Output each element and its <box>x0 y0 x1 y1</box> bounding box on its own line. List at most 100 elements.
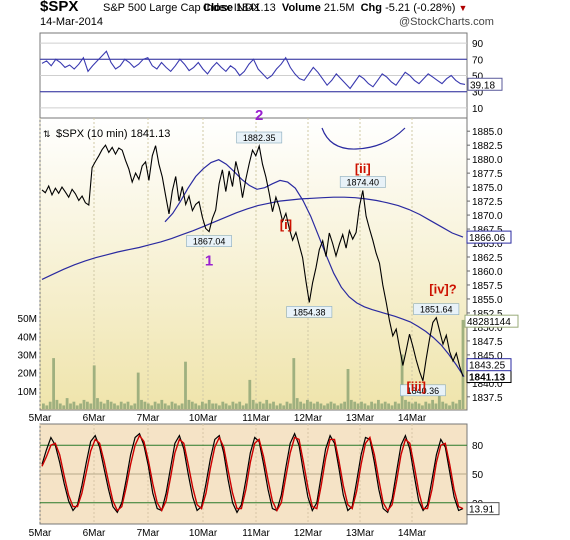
volume-bar <box>316 401 319 409</box>
volume-bar <box>150 405 154 409</box>
price-tick-label: 1865.0 <box>472 239 503 250</box>
volume-bar <box>211 403 214 409</box>
rsi-tick-label: 70 <box>472 55 484 66</box>
volume-bar <box>322 405 326 409</box>
volume-bar <box>224 403 228 409</box>
volume-bar <box>339 403 343 409</box>
wave-label: [iv]? <box>429 281 457 296</box>
volume-bar <box>89 403 93 409</box>
volume-bar <box>312 403 316 409</box>
volume-bar <box>437 387 441 409</box>
symbol: $SPX <box>40 0 79 15</box>
volume-bar <box>278 403 282 409</box>
volume-tick-label: 50M <box>18 314 37 325</box>
volume-bar <box>444 403 448 409</box>
volume-bar <box>140 399 143 409</box>
price-panel-title: $SPX (10 min) 1841.13 <box>56 128 170 140</box>
volume-bar <box>119 401 123 409</box>
volume-bar <box>102 403 106 409</box>
volume-bar <box>170 401 174 409</box>
volume-bar <box>377 399 380 409</box>
security-name: S&P 500 Large Cap Index INDX <box>103 2 260 14</box>
price-tick-label: 1877.5 <box>472 169 503 180</box>
volume-bar <box>75 405 79 409</box>
wave-label: 2 <box>255 107 263 124</box>
rsi-tick-label: 30 <box>472 88 484 99</box>
price-annotation-box <box>286 306 333 318</box>
price-tick-label: 1840.0 <box>472 379 503 390</box>
volume-bar <box>393 401 397 409</box>
volume-bar <box>285 401 289 409</box>
volume-bar <box>69 403 72 409</box>
ma-fast-line <box>164 159 465 378</box>
volume-bar <box>390 405 394 409</box>
volume-bar <box>370 401 373 409</box>
volume-bar <box>52 358 55 409</box>
price-tick-label: 1875.0 <box>472 183 503 194</box>
price-panel-bg <box>39 117 468 411</box>
volume-bar <box>424 401 428 409</box>
volume-bar <box>336 405 340 409</box>
volume-bar <box>218 405 221 409</box>
chart-date: 14-Mar-2014 <box>40 16 103 28</box>
price-panel-title-icon: ⇅ <box>43 129 51 139</box>
volume-tick-label: 20M <box>18 369 37 380</box>
volume-bar <box>184 361 187 409</box>
volume-bar <box>461 319 465 409</box>
price-annotation: 1867.04 <box>193 237 226 247</box>
volume-bar <box>329 401 333 409</box>
stoch-d-line <box>41 434 464 513</box>
price-right-tag-box <box>466 358 512 372</box>
rsi-line <box>41 50 466 90</box>
volume-bar <box>45 405 49 409</box>
volume-bar <box>410 403 414 409</box>
x-tick-label: 12Mar <box>294 413 323 424</box>
x-tick-label: 14Mar <box>398 413 427 424</box>
x-tick-label: 13Mar <box>346 413 375 424</box>
volume-bar <box>197 405 201 409</box>
x-tick-label: 5Mar <box>29 413 52 424</box>
stoch-tick-label: 80 <box>472 441 484 452</box>
volume-bar <box>295 398 299 409</box>
price-tick-label: 1837.5 <box>472 393 503 404</box>
price-annotation: 1882.35 <box>243 133 276 143</box>
price-tick-label: 1845.0 <box>472 351 503 362</box>
volume-bar <box>248 379 252 409</box>
volume-bar <box>92 365 96 409</box>
volume-bar <box>387 403 390 409</box>
wave-label: 1 <box>205 252 213 269</box>
volume-bar <box>299 401 302 409</box>
volume-bar <box>214 403 218 409</box>
volume-bar <box>221 401 225 409</box>
price-annotation: 1874.40 <box>347 178 380 188</box>
volume-last-tag-box <box>464 314 519 328</box>
volume-bar <box>356 403 360 409</box>
stoch-tick-label: 50 <box>472 470 484 481</box>
volume-bar <box>113 403 116 409</box>
x-tick-label-bottom: 6Mar <box>83 528 106 539</box>
arc-overlay <box>321 127 406 150</box>
volume-bar <box>48 401 52 409</box>
quote-summary: Close 1841.13 Volume 21.5M Chg -5.21 (-0… <box>203 2 468 14</box>
volume-bar <box>99 401 103 409</box>
volume-bar <box>116 405 120 409</box>
x-tick-label-bottom: 10Mar <box>189 528 218 539</box>
volume-tick-label: 10M <box>18 387 37 398</box>
x-tick-label-bottom: 5Mar <box>29 528 52 539</box>
volume-bar <box>143 401 147 409</box>
rsi-tick-label: 10 <box>472 104 484 115</box>
volume-bar <box>251 399 255 409</box>
rsi-tick-label: 90 <box>472 39 484 50</box>
volume-bar <box>309 401 313 409</box>
price-right-tag: 1843.25 <box>469 361 506 372</box>
wave-label: [iii] <box>406 379 426 394</box>
price-annotation-box <box>186 235 233 247</box>
volume-bar <box>262 403 265 409</box>
volume-bar <box>306 399 309 409</box>
volume-bar <box>62 405 66 409</box>
price-tick-label: 1847.5 <box>472 337 503 348</box>
volume-bar <box>82 399 86 409</box>
price-right-tag: 1841.13 <box>469 373 506 384</box>
rsi-last-value: 39.18 <box>470 80 495 91</box>
volume-bar <box>417 403 421 409</box>
